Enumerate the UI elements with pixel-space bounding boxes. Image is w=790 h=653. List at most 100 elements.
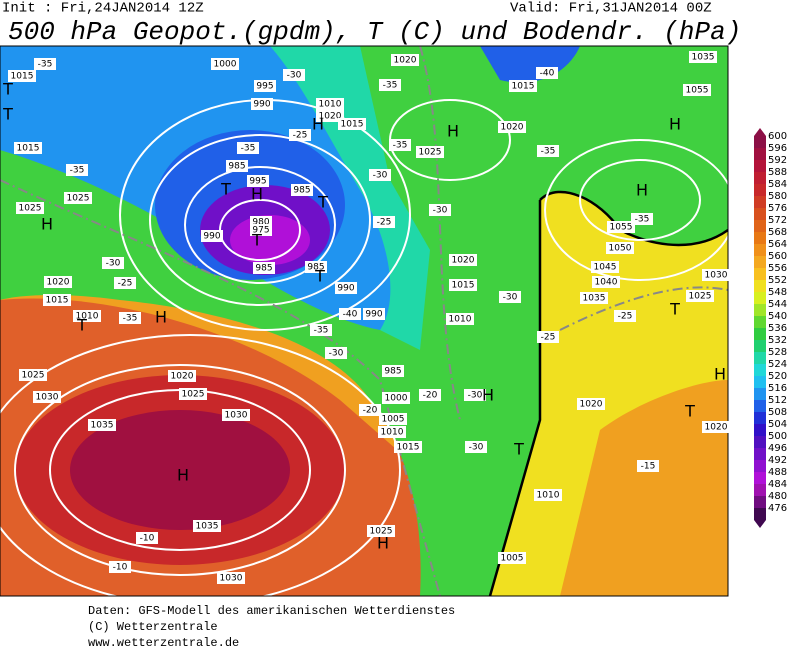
temperature-label-box bbox=[66, 164, 88, 176]
colorbar-cell bbox=[754, 340, 766, 352]
isobar-label: 1005 bbox=[382, 415, 405, 425]
isobar-label: 1040 bbox=[595, 278, 618, 288]
isobar-label: 990 bbox=[337, 284, 354, 294]
footer-line: www.wetterzentrale.de bbox=[88, 636, 239, 648]
isobar-label-box bbox=[607, 221, 635, 233]
colorbar-label: 484 bbox=[768, 479, 787, 490]
isobar-label: 1010 bbox=[381, 428, 404, 438]
pressure-center: T bbox=[317, 193, 328, 212]
isobar-label-box bbox=[19, 369, 47, 381]
colorbar-cell bbox=[754, 376, 766, 388]
isobar-label-box bbox=[591, 261, 619, 273]
isobar-label-box bbox=[509, 80, 537, 92]
temperature-label-box bbox=[369, 169, 391, 181]
map-title: 500 hPa Geopot.(gpdm), T (C) und Bodendr… bbox=[8, 17, 741, 47]
init-time: Init : Fri,24JAN2014 12Z bbox=[2, 1, 204, 17]
isobar-label: 1020 bbox=[171, 372, 194, 382]
isobar-label: 985 bbox=[307, 263, 324, 273]
isobar-label: 985 bbox=[293, 186, 310, 196]
isobar-label: 995 bbox=[256, 82, 273, 92]
temperature-label-box bbox=[536, 67, 558, 79]
colorbar-label: 480 bbox=[768, 491, 787, 502]
isobar-label: 1030 bbox=[36, 393, 59, 403]
temperature-label: -35 bbox=[38, 60, 53, 70]
temperature-label-box bbox=[339, 308, 361, 320]
isobar-label-box bbox=[449, 254, 477, 266]
isobar-label-box bbox=[168, 370, 196, 382]
colorbar-label: 552 bbox=[768, 275, 787, 286]
colorbar-label: 520 bbox=[768, 371, 787, 382]
pressure-center: T bbox=[2, 80, 13, 99]
isobar-label: 990 bbox=[253, 100, 270, 110]
colorbar-label: 544 bbox=[768, 299, 787, 310]
colorbar-label: 564 bbox=[768, 239, 787, 250]
temperature-label-box bbox=[419, 389, 441, 401]
colorbar-end bbox=[754, 128, 766, 136]
colorbar-label: 496 bbox=[768, 443, 787, 454]
temperature-label: -15 bbox=[641, 462, 656, 472]
temperature-label-box bbox=[465, 441, 487, 453]
isobar-label: 1025 bbox=[370, 527, 393, 537]
colorbar-cell bbox=[754, 292, 766, 304]
colorbar-label: 516 bbox=[768, 383, 787, 394]
temperature-label: -20 bbox=[423, 391, 438, 401]
isobar-label: 1005 bbox=[501, 554, 524, 564]
isobar-label: 1020 bbox=[319, 112, 342, 122]
isobar-label-box bbox=[363, 308, 385, 320]
colorbar-label: 600 bbox=[768, 131, 787, 142]
temperature-label: -10 bbox=[140, 534, 155, 544]
isobar-label: 1030 bbox=[225, 411, 248, 421]
colorbar-cell bbox=[754, 256, 766, 268]
pressure-center: T bbox=[220, 180, 231, 199]
temperature-label-box bbox=[389, 139, 411, 151]
temperature-label: -40 bbox=[540, 69, 555, 79]
colorbar-cell bbox=[754, 280, 766, 292]
colorbar-cell bbox=[754, 472, 766, 484]
isobar-label-box bbox=[247, 175, 269, 187]
isobar-label: 1020 bbox=[452, 256, 475, 266]
isobar-label: 1035 bbox=[692, 53, 715, 63]
temperature-label-box bbox=[499, 291, 521, 303]
isobar-label: 1025 bbox=[689, 292, 712, 302]
footer-line: Daten: GFS-Modell des amerikanischen Wet… bbox=[88, 604, 455, 618]
colorbar-cell bbox=[754, 508, 766, 520]
isobar-label-box bbox=[253, 262, 275, 274]
isobar-label: 1050 bbox=[609, 244, 632, 254]
colorbar-label: 540 bbox=[768, 311, 787, 322]
isobar-label-box bbox=[226, 160, 248, 172]
temperature-label-box bbox=[283, 69, 305, 81]
colorbar: 6005965925885845805765725685645605565525… bbox=[754, 128, 787, 528]
isobar-label-box bbox=[606, 242, 634, 254]
colorbar-label: 492 bbox=[768, 455, 787, 466]
colorbar-cell bbox=[754, 244, 766, 256]
colorbar-label: 556 bbox=[768, 263, 787, 274]
isobar-label: 1010 bbox=[449, 315, 472, 325]
isobar-label-box bbox=[14, 142, 42, 154]
colorbar-cell bbox=[754, 388, 766, 400]
temperature-label: -25 bbox=[377, 218, 392, 228]
isobar-label-box bbox=[43, 294, 71, 306]
colorbar-cell bbox=[754, 496, 766, 508]
temperature-label-box bbox=[34, 58, 56, 70]
isobar-label-box bbox=[394, 441, 422, 453]
colorbar-label: 572 bbox=[768, 215, 787, 226]
temperature-label-box bbox=[102, 257, 124, 269]
isobar-label: 990 bbox=[365, 310, 382, 320]
pressure-center: H bbox=[41, 215, 53, 234]
isobar-label-box bbox=[251, 98, 273, 110]
colorbar-cell bbox=[754, 268, 766, 280]
isobar-label-box bbox=[8, 70, 36, 82]
isobar-label: 1055 bbox=[610, 223, 633, 233]
isobar-label: 985 bbox=[255, 264, 272, 274]
map-frame bbox=[0, 45, 729, 597]
isobar-label-box bbox=[73, 310, 101, 322]
isobar-label-box bbox=[193, 520, 221, 532]
isobar-label-box bbox=[702, 269, 730, 281]
pressure-center: H bbox=[447, 122, 459, 141]
isobar-label: 1035 bbox=[91, 421, 114, 431]
colorbar-label: 532 bbox=[768, 335, 787, 346]
isobar-label: 1020 bbox=[580, 400, 603, 410]
temperature-label: -10 bbox=[113, 563, 128, 573]
